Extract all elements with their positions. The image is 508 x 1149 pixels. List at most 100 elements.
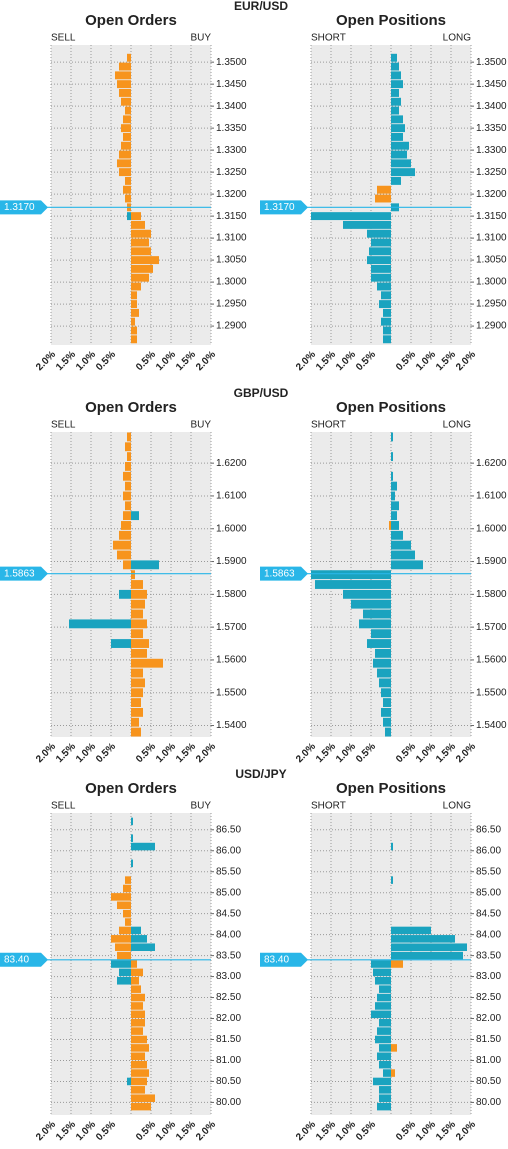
x-tick-label: 1.5% (174, 349, 198, 373)
bar (125, 481, 131, 491)
bar (379, 1018, 391, 1027)
x-tick-label: 1.5% (434, 349, 458, 373)
x-tick-label: 1.5% (54, 1119, 78, 1143)
bar (131, 229, 151, 238)
bar (391, 842, 393, 851)
bar (131, 960, 137, 968)
bar (377, 993, 391, 1002)
bar (131, 717, 139, 727)
side-label: SELL (51, 801, 76, 812)
bar (377, 1052, 391, 1061)
bar (371, 238, 391, 247)
bar (373, 1077, 391, 1086)
x-tick-label: 1.0% (74, 349, 98, 373)
bar (311, 212, 391, 221)
bar (131, 727, 141, 737)
price-label: 1.3170 (264, 202, 295, 213)
bar (123, 560, 131, 570)
bar (371, 960, 391, 968)
y-tick-label: 80.50 (216, 1076, 241, 1087)
bar (119, 968, 131, 977)
price-tag (260, 566, 308, 581)
bar (391, 943, 467, 951)
y-tick-label: 1.3400 (216, 101, 247, 112)
price-tag (260, 952, 308, 967)
bar (127, 53, 131, 62)
bar (131, 629, 143, 639)
bar (315, 580, 391, 589)
bar (131, 212, 141, 221)
y-tick-label: 1.5500 (216, 687, 247, 698)
price-label: 1.3170 (4, 202, 35, 213)
bar (123, 884, 131, 893)
y-tick-label: 80.00 (216, 1097, 241, 1108)
side-label: BUY (190, 420, 211, 431)
bar (127, 432, 131, 442)
price-label: 1.5863 (4, 568, 35, 579)
bar (121, 521, 131, 530)
bar (391, 491, 395, 501)
x-tick-label: 0.5% (94, 741, 118, 765)
side-label: LONG (443, 420, 472, 431)
bar (123, 491, 131, 501)
bar (377, 668, 391, 678)
bar (131, 291, 137, 300)
x-tick-label: 0.5% (394, 741, 418, 765)
bar (391, 471, 393, 481)
bar (363, 609, 391, 619)
bar (381, 688, 391, 698)
y-tick-label: 82.00 (216, 1013, 241, 1024)
bar (391, 62, 399, 71)
x-tick-label: 0.5% (354, 349, 378, 373)
y-tick-label: 1.2900 (216, 321, 247, 332)
x-tick-label: 2.0% (194, 349, 218, 373)
bar (125, 194, 131, 203)
y-tick-label: 1.5600 (476, 655, 507, 666)
bar (131, 580, 143, 589)
y-tick-label: 86.50 (476, 824, 501, 835)
bar (377, 185, 391, 194)
x-tick-label: 2.0% (294, 1119, 318, 1143)
x-tick-label: 0.5% (134, 1119, 158, 1143)
bar (131, 678, 145, 688)
bar (391, 168, 415, 177)
bar (121, 97, 131, 106)
bar (383, 308, 391, 317)
bar (131, 668, 143, 678)
side-label: BUY (190, 33, 211, 44)
bar (131, 1094, 155, 1102)
side-label: SHORT (311, 33, 346, 44)
bar (377, 1102, 391, 1111)
bar (131, 1044, 149, 1052)
x-tick-label: 0.5% (354, 1119, 378, 1143)
y-tick-label: 1.3050 (476, 255, 507, 266)
bar (131, 560, 159, 570)
x-tick-label: 0.5% (354, 741, 378, 765)
bar (125, 918, 131, 926)
bar (125, 106, 131, 115)
y-tick-label: 1.6100 (216, 491, 247, 502)
bar (131, 247, 151, 256)
y-tick-label: 81.00 (476, 1055, 501, 1066)
bar (131, 570, 135, 580)
bar (131, 1002, 143, 1010)
x-tick-label: 1.0% (154, 741, 178, 765)
y-tick-label: 84.50 (476, 908, 501, 919)
x-tick-label: 1.0% (74, 741, 98, 765)
bar (131, 842, 155, 851)
bar (123, 115, 131, 124)
bar (131, 1027, 143, 1035)
x-tick-label: 0.5% (394, 349, 418, 373)
bar (131, 1069, 149, 1077)
bar (127, 1077, 131, 1086)
bar (131, 698, 141, 707)
pair-title: USD/JPY (235, 767, 286, 781)
bar (369, 247, 391, 256)
bar (391, 452, 393, 462)
y-tick-label: 1.2900 (476, 321, 507, 332)
y-tick-label: 82.00 (476, 1013, 501, 1024)
panel-title: Open Orders (85, 399, 177, 416)
bar (389, 521, 391, 530)
y-tick-label: 1.3300 (476, 145, 507, 156)
bar (131, 589, 147, 599)
